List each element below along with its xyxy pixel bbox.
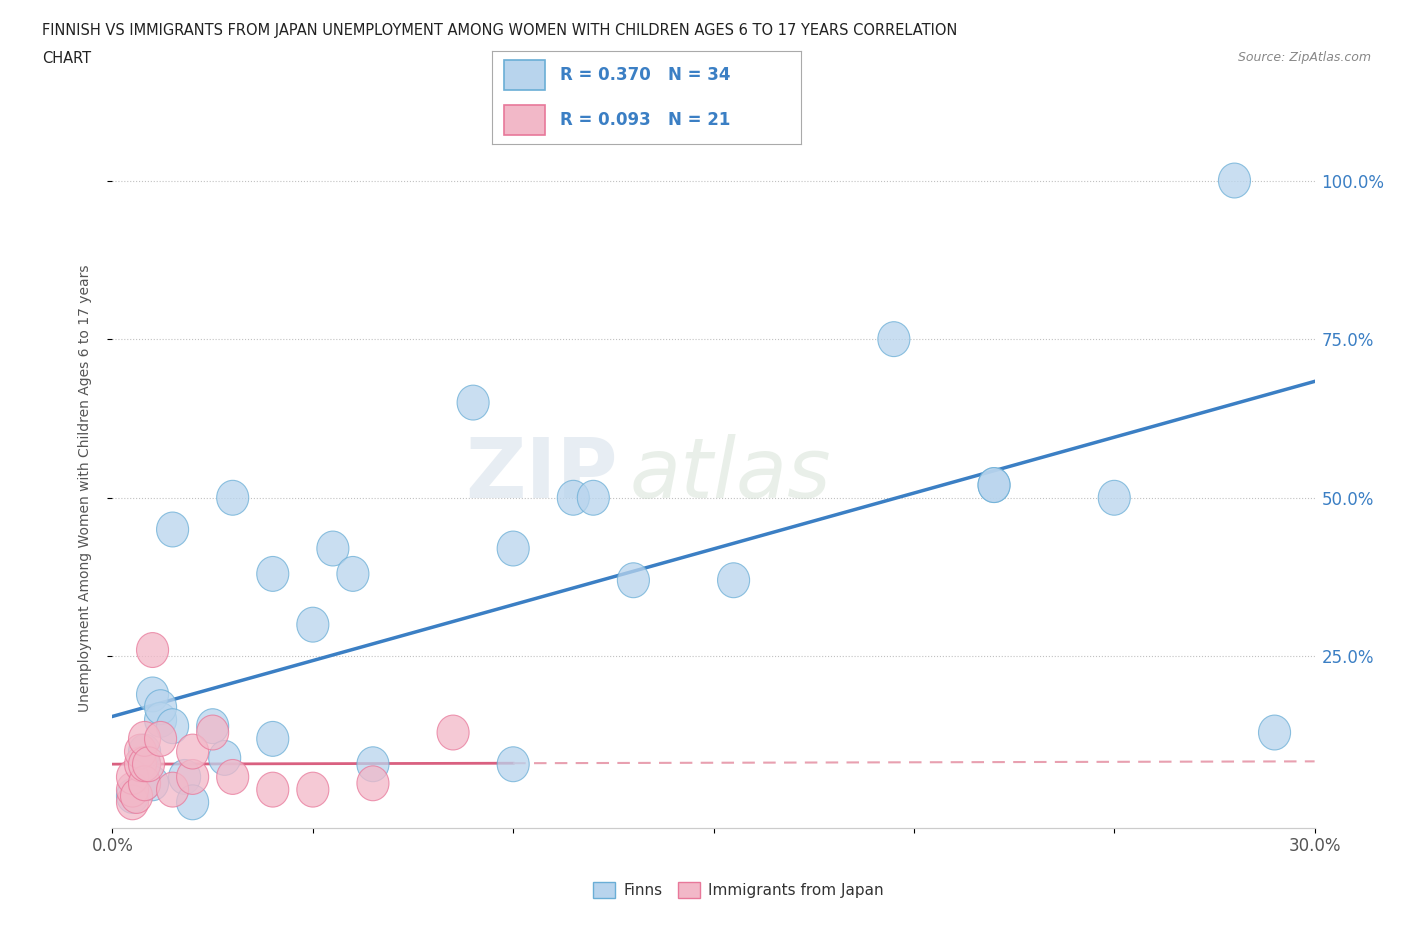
- FancyBboxPatch shape: [505, 60, 544, 90]
- Ellipse shape: [557, 480, 589, 515]
- Ellipse shape: [316, 531, 349, 566]
- Ellipse shape: [1098, 480, 1130, 515]
- Ellipse shape: [979, 468, 1010, 502]
- Ellipse shape: [257, 722, 288, 756]
- Ellipse shape: [208, 740, 240, 776]
- Ellipse shape: [217, 480, 249, 515]
- Ellipse shape: [498, 531, 529, 566]
- Ellipse shape: [197, 715, 229, 750]
- Ellipse shape: [156, 772, 188, 807]
- Ellipse shape: [437, 715, 470, 750]
- Ellipse shape: [132, 747, 165, 782]
- Ellipse shape: [156, 512, 188, 547]
- FancyBboxPatch shape: [505, 105, 544, 135]
- Ellipse shape: [169, 760, 201, 794]
- Ellipse shape: [177, 734, 208, 769]
- Ellipse shape: [979, 468, 1010, 502]
- Ellipse shape: [136, 677, 169, 711]
- Ellipse shape: [877, 322, 910, 356]
- Ellipse shape: [128, 747, 160, 782]
- Ellipse shape: [136, 765, 169, 801]
- Ellipse shape: [1258, 715, 1291, 750]
- Ellipse shape: [1219, 163, 1250, 198]
- Text: atlas: atlas: [630, 434, 831, 515]
- Ellipse shape: [357, 747, 389, 782]
- Ellipse shape: [128, 722, 160, 756]
- Ellipse shape: [197, 709, 229, 744]
- Text: Source: ZipAtlas.com: Source: ZipAtlas.com: [1237, 51, 1371, 64]
- Text: FINNISH VS IMMIGRANTS FROM JAPAN UNEMPLOYMENT AMONG WOMEN WITH CHILDREN AGES 6 T: FINNISH VS IMMIGRANTS FROM JAPAN UNEMPLO…: [42, 23, 957, 38]
- Ellipse shape: [136, 632, 169, 668]
- Text: R = 0.093   N = 21: R = 0.093 N = 21: [560, 111, 731, 129]
- Ellipse shape: [121, 778, 153, 814]
- Legend: Finns, Immigrants from Japan: Finns, Immigrants from Japan: [586, 876, 890, 905]
- Ellipse shape: [337, 556, 368, 591]
- Ellipse shape: [578, 480, 609, 515]
- Ellipse shape: [117, 785, 149, 819]
- Ellipse shape: [128, 765, 160, 801]
- Ellipse shape: [156, 709, 188, 744]
- Ellipse shape: [125, 734, 156, 769]
- Ellipse shape: [457, 385, 489, 420]
- Y-axis label: Unemployment Among Women with Children Ages 6 to 17 years: Unemployment Among Women with Children A…: [77, 264, 91, 712]
- Ellipse shape: [357, 765, 389, 801]
- Ellipse shape: [128, 747, 160, 782]
- Ellipse shape: [117, 760, 149, 794]
- Ellipse shape: [145, 702, 177, 737]
- Ellipse shape: [145, 722, 177, 756]
- Ellipse shape: [177, 785, 208, 819]
- Ellipse shape: [145, 690, 177, 724]
- Ellipse shape: [717, 563, 749, 598]
- Ellipse shape: [125, 747, 156, 782]
- Ellipse shape: [128, 734, 160, 769]
- Text: ZIP: ZIP: [465, 434, 617, 515]
- Ellipse shape: [257, 556, 288, 591]
- Ellipse shape: [128, 765, 160, 801]
- Ellipse shape: [217, 760, 249, 794]
- Ellipse shape: [117, 778, 149, 814]
- Text: CHART: CHART: [42, 51, 91, 66]
- Ellipse shape: [617, 563, 650, 598]
- Ellipse shape: [257, 772, 288, 807]
- Text: R = 0.370   N = 34: R = 0.370 N = 34: [560, 66, 731, 85]
- Ellipse shape: [117, 772, 149, 807]
- Ellipse shape: [177, 760, 208, 794]
- Ellipse shape: [297, 772, 329, 807]
- Ellipse shape: [297, 607, 329, 642]
- Ellipse shape: [498, 747, 529, 782]
